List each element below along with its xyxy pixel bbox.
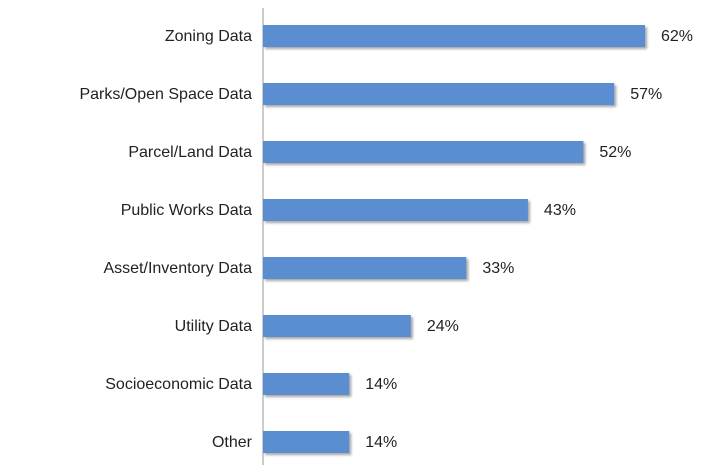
bar (263, 25, 645, 47)
value-label: 62% (661, 28, 693, 45)
value-label: 24% (427, 318, 459, 335)
bar (263, 431, 350, 453)
value-label: 14% (365, 434, 397, 451)
category-label: Parcel/Land Data (128, 144, 252, 161)
value-label: 14% (365, 376, 397, 393)
bar (263, 257, 467, 279)
value-label: 52% (599, 144, 631, 161)
bar (263, 141, 584, 163)
value-label: 57% (630, 86, 662, 103)
category-label: Parks/Open Space Data (79, 86, 252, 103)
category-label: Other (212, 434, 253, 451)
category-label: Public Works Data (121, 202, 252, 219)
category-label: Utility Data (175, 318, 252, 335)
category-label: Zoning Data (165, 28, 252, 45)
value-label: 33% (482, 260, 514, 277)
value-label: 43% (544, 202, 576, 219)
bar (263, 83, 615, 105)
bar (263, 315, 411, 337)
bar (263, 199, 528, 221)
category-label: Asset/Inventory Data (103, 260, 252, 277)
bar (263, 373, 350, 395)
category-label: Socioeconomic Data (105, 376, 252, 393)
